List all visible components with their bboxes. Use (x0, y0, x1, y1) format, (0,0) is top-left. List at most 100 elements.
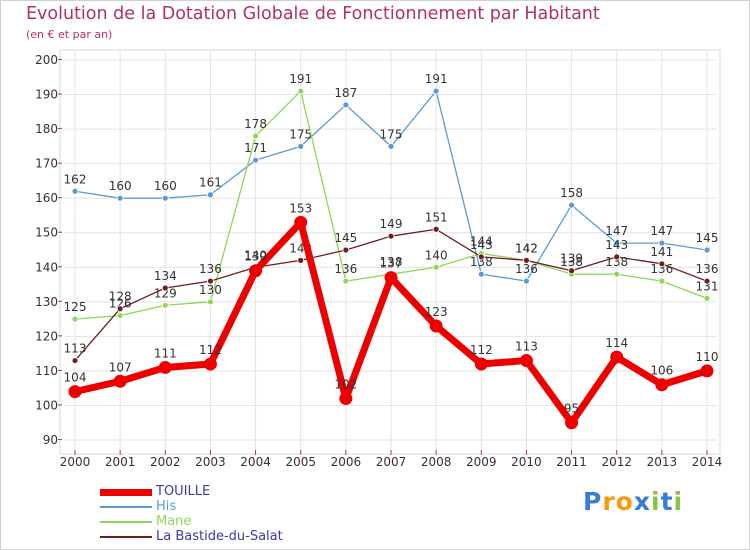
logo-letter: i (673, 487, 684, 516)
data-point (158, 360, 172, 374)
data-point (658, 277, 666, 285)
data-label: 102 (334, 378, 357, 392)
data-label: 187 (334, 86, 357, 100)
data-label: 160 (154, 179, 177, 193)
data-label: 145 (696, 231, 719, 245)
data-label: 143 (605, 238, 628, 252)
data-point (203, 357, 217, 371)
data-label: 125 (64, 300, 87, 314)
legend-label: La Bastide-du-Salat (156, 529, 283, 544)
data-label: 138 (560, 255, 583, 269)
x-tick-label: 2000 (60, 455, 91, 469)
data-label: 104 (64, 371, 87, 385)
data-label: 171 (244, 141, 267, 155)
legend-swatch (100, 521, 152, 523)
x-tick-label: 2002 (150, 455, 181, 469)
logo-letter: t (660, 487, 674, 516)
y-tick-label: 160 (35, 191, 58, 205)
data-point (610, 350, 624, 364)
data-label: 130 (199, 283, 222, 297)
data-label: 143 (470, 238, 493, 252)
data-label: 147 (605, 224, 628, 238)
data-point (387, 232, 395, 240)
data-point (116, 194, 124, 202)
y-tick-label: 170 (35, 157, 58, 171)
data-point (477, 270, 485, 278)
data-point (161, 301, 169, 309)
data-label: 128 (109, 290, 132, 304)
data-label: 107 (109, 360, 132, 374)
data-point (113, 374, 127, 388)
data-label: 136 (515, 262, 538, 276)
y-tick-label: 180 (35, 122, 58, 136)
x-tick-label: 2009 (466, 455, 497, 469)
y-tick-label: 140 (35, 260, 58, 274)
data-label: 139 (560, 252, 583, 266)
data-point (339, 392, 353, 406)
data-label: 140 (425, 248, 448, 262)
y-tick-label: 120 (35, 329, 58, 343)
data-label: 136 (334, 262, 357, 276)
logo-letter: i (651, 487, 661, 516)
data-point (613, 253, 621, 261)
x-tick-label: 2012 (601, 455, 632, 469)
data-point (297, 87, 305, 95)
data-point (252, 132, 259, 140)
data-point (519, 354, 533, 368)
y-tick-label: 190 (35, 88, 58, 102)
data-point (207, 191, 214, 199)
data-label: 113 (515, 340, 538, 354)
data-point (161, 194, 169, 202)
data-label: 160 (109, 179, 132, 193)
data-point (252, 156, 259, 164)
data-point (429, 319, 443, 333)
data-label: 162 (64, 172, 87, 186)
data-label: 141 (650, 245, 673, 259)
x-tick-label: 2007 (376, 455, 407, 469)
y-tick-label: 110 (35, 364, 58, 378)
data-point (71, 357, 79, 364)
x-tick-label: 2003 (195, 455, 226, 469)
data-point (207, 277, 214, 285)
data-label: 111 (154, 346, 177, 360)
data-point (432, 263, 440, 271)
data-label: 123 (425, 305, 448, 319)
x-tick-label: 2014 (692, 455, 723, 469)
data-label: 131 (696, 279, 719, 293)
data-label: 139 (244, 250, 267, 264)
data-label: 145 (334, 231, 357, 245)
data-point (342, 246, 350, 254)
data-point (294, 215, 308, 229)
logo-letter: x (633, 487, 651, 516)
data-point (700, 364, 714, 378)
data-label: 149 (380, 217, 403, 231)
data-point (613, 270, 621, 278)
data-point (703, 294, 711, 302)
data-label: 138 (470, 255, 493, 269)
data-point (432, 225, 440, 233)
data-label: 95 (564, 402, 579, 416)
data-label: 106 (650, 364, 673, 378)
legend-label: Mane (156, 514, 192, 529)
data-label: 151 (425, 210, 448, 224)
logo-letter: r (602, 487, 616, 516)
x-tick-label: 2006 (331, 455, 362, 469)
logo-letter: P (583, 487, 603, 516)
data-label: 126 (109, 297, 132, 311)
chart-subtitle: (en € et par an) (26, 28, 113, 41)
y-tick-label: 100 (35, 398, 58, 412)
data-label: 110 (696, 350, 719, 364)
data-label: 129 (154, 286, 177, 300)
data-point (523, 256, 530, 264)
data-point (703, 277, 711, 285)
x-tick-label: 2005 (285, 455, 316, 469)
data-label: 112 (199, 343, 222, 357)
x-tick-label: 2010 (511, 455, 542, 469)
data-point (116, 312, 124, 320)
data-label: 175 (380, 127, 403, 141)
data-label: 153 (289, 201, 312, 215)
data-label: 136 (199, 262, 222, 276)
data-point (249, 264, 263, 278)
legend-swatch (100, 536, 152, 538)
